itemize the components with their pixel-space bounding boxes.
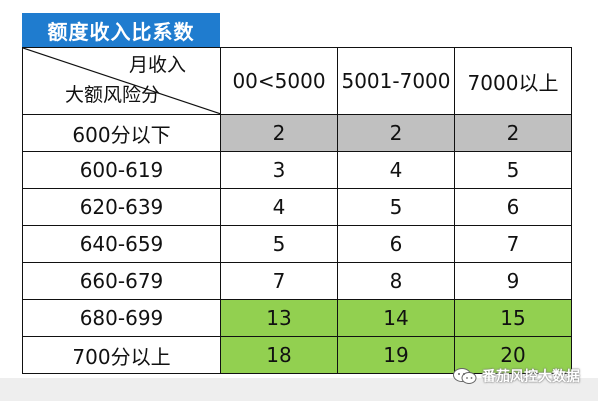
table-cell: 8	[337, 262, 455, 300]
table-cell: 19	[337, 336, 455, 374]
table-cell: 5	[220, 225, 338, 263]
row-label: 640-659	[22, 225, 221, 263]
table-cell: 13	[220, 299, 338, 337]
row-label: 600-619	[22, 151, 221, 189]
table-cell: 2	[337, 114, 455, 152]
column-header: 7000以上	[454, 47, 572, 115]
table-cell: 4	[220, 188, 338, 226]
table-cell: 5	[454, 151, 572, 189]
corner-header-cell: 月收入 大额风险分	[22, 47, 221, 115]
table-cell: 4	[337, 151, 455, 189]
table-cell: 3	[220, 151, 338, 189]
table-header-row: 月收入 大额风险分 00<5000 5001-7000 7000以上	[22, 47, 572, 115]
table-cell: 18	[220, 336, 338, 374]
table-row: 640-659 5 6 7	[22, 225, 572, 263]
corner-label-risk-score: 大额风险分	[65, 84, 161, 106]
table-cell: 5	[337, 188, 455, 226]
footer-band	[0, 378, 598, 401]
table-row: 600分以下 2 2 2	[22, 114, 572, 152]
row-label: 620-639	[22, 188, 221, 226]
diagonal-divider	[23, 48, 221, 114]
table-cell: 2	[454, 114, 572, 152]
row-label: 700分以上	[22, 336, 221, 374]
table-row: 680-699 13 14 15	[22, 299, 572, 337]
table-cell: 20	[454, 336, 572, 374]
table-cell: 14	[337, 299, 455, 337]
table-row: 700分以上 18 19 20	[22, 336, 572, 374]
row-label: 680-699	[22, 299, 221, 337]
watermark-text: 番茄风控大数据	[482, 369, 580, 385]
table-cell: 15	[454, 299, 572, 337]
column-header: 00<5000	[220, 47, 338, 115]
table-row: 660-679 7 8 9	[22, 262, 572, 300]
table-cell: 6	[454, 188, 572, 226]
wechat-icon	[453, 368, 477, 384]
table-cell: 2	[220, 114, 338, 152]
table-cell: 7	[454, 225, 572, 263]
table-row: 620-639 4 5 6	[22, 188, 572, 226]
table-cell: 7	[220, 262, 338, 300]
table-row: 600-619 3 4 5	[22, 151, 572, 189]
row-label: 660-679	[22, 262, 221, 300]
column-header: 5001-7000	[337, 47, 455, 115]
table-cell: 9	[454, 262, 572, 300]
table-cell: 6	[337, 225, 455, 263]
row-label: 600分以下	[22, 114, 221, 152]
table-title: 额度收入比系数	[22, 13, 220, 47]
coefficient-table: 月收入 大额风险分 00<5000 5001-7000 7000以上 600分以…	[22, 47, 572, 374]
corner-label-income: 月收入	[128, 54, 186, 76]
watermark: 番茄风控大数据	[452, 365, 580, 387]
